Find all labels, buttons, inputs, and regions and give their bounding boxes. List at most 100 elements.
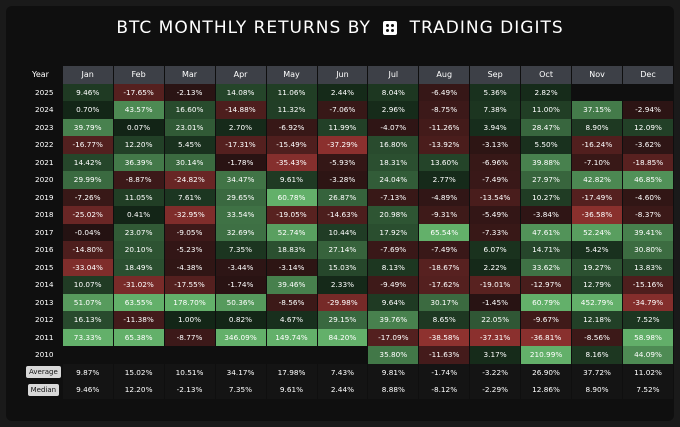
year-cell: 2013 bbox=[35, 297, 54, 307]
return-cell: 5.45% bbox=[164, 136, 216, 154]
stat-label: Median bbox=[27, 383, 60, 396]
table-body: 2025 9.46% -17.65% -2.13% 14.08% 11.06% 2.44% 8… bbox=[24, 83, 674, 399]
return-cell: -8.75% bbox=[418, 101, 471, 119]
year-cell: 2011 bbox=[35, 332, 54, 342]
return-cell: 18.83% bbox=[266, 241, 318, 259]
year-cell: 2010 bbox=[35, 350, 54, 360]
return-cell: 44.09% bbox=[622, 346, 674, 364]
return-cell: -36.58% bbox=[571, 206, 624, 224]
month-header-jan: Jan bbox=[62, 66, 114, 84]
return-cell: 52.24% bbox=[571, 223, 624, 241]
return-cell: 37.15% bbox=[571, 101, 624, 119]
return-cell: 18.49% bbox=[113, 258, 165, 276]
return-cell: 346.09% bbox=[215, 328, 267, 346]
return-cell: -9.05% bbox=[164, 223, 216, 241]
year-cell: 2020 bbox=[35, 175, 54, 185]
table-row: 2022 -16.77% 12.20% 5.45% -17.31% -15.49% -37.… bbox=[24, 136, 674, 154]
return-cell: -3.84% bbox=[520, 206, 573, 224]
return-cell: -3.44% bbox=[215, 258, 267, 276]
return-cell: 9.61% bbox=[266, 171, 318, 189]
return-cell: -3.13% bbox=[469, 136, 522, 154]
year-column-header: Year bbox=[32, 70, 49, 80]
return-cell: 16.13% bbox=[62, 311, 114, 329]
return-cell: 23.07% bbox=[113, 223, 165, 241]
return-cell: 19.27% bbox=[571, 258, 624, 276]
return-cell: 14.08% bbox=[215, 83, 267, 101]
stat-cell: -3.22% bbox=[469, 363, 522, 381]
stat-cell: 7.35% bbox=[215, 381, 267, 399]
return-cell: -29.98% bbox=[317, 293, 369, 311]
return-cell: 3.94% bbox=[469, 118, 522, 136]
return-cell: 2.33% bbox=[317, 276, 369, 294]
return-cell: 23.01% bbox=[164, 118, 216, 136]
stat-cell: 8.90% bbox=[571, 381, 624, 399]
stat-cell: 17.98% bbox=[266, 363, 318, 381]
return-cell: 30.17% bbox=[418, 293, 471, 311]
return-cell: 73.33% bbox=[62, 328, 114, 346]
month-header-dec: Dec bbox=[622, 66, 674, 84]
month-header-jul: Jul bbox=[367, 66, 420, 84]
return-cell: -31.02% bbox=[113, 276, 165, 294]
table-row: 2021 14.42% 36.39% 30.14% -1.78% -35.43% -5.93… bbox=[24, 153, 674, 171]
return-cell: 58.98% bbox=[622, 328, 674, 346]
header-row: Year Jan Feb Mar Apr May Jun Jul Aug Sep… bbox=[24, 66, 674, 84]
return-cell bbox=[317, 346, 369, 364]
return-cell: -3.62% bbox=[622, 136, 674, 154]
return-cell: 51.07% bbox=[62, 293, 114, 311]
dice-logo-icon bbox=[383, 21, 398, 35]
return-cell: -8.37% bbox=[622, 206, 674, 224]
return-cell bbox=[622, 83, 674, 101]
return-cell bbox=[571, 83, 624, 101]
return-cell: -1.78% bbox=[215, 153, 267, 171]
return-cell: 14.42% bbox=[62, 153, 114, 171]
return-cell: 9.46% bbox=[62, 83, 114, 101]
return-cell: -7.69% bbox=[367, 241, 420, 259]
return-cell: 33.54% bbox=[215, 206, 267, 224]
year-cell: 2024 bbox=[35, 105, 54, 115]
table-row: 2018 -25.02% 0.41% -32.95% 33.54% -19.05% -14.… bbox=[24, 206, 674, 224]
return-cell: -2.13% bbox=[164, 83, 216, 101]
return-cell: -18.67% bbox=[418, 258, 471, 276]
stat-cell: 26.90% bbox=[520, 363, 573, 381]
return-cell: -16.24% bbox=[571, 136, 624, 154]
return-cell: 24.04% bbox=[367, 171, 420, 189]
return-cell: 30.14% bbox=[164, 153, 216, 171]
return-cell: -17.62% bbox=[418, 276, 471, 294]
return-cell: -38.58% bbox=[418, 328, 471, 346]
return-cell: -4.38% bbox=[164, 258, 216, 276]
return-cell: 5.42% bbox=[571, 241, 624, 259]
return-cell: 7.38% bbox=[469, 101, 522, 119]
return-cell: 12.18% bbox=[571, 311, 624, 329]
table-row: 2019 -7.26% 11.05% 7.61% 29.65% 60.78% 26.87% -… bbox=[24, 188, 674, 206]
table-row: 2016 -14.80% 20.10% -5.23% 7.35% 18.83% 27.14%… bbox=[24, 241, 674, 259]
return-cell: -8.56% bbox=[571, 328, 624, 346]
stat-cell: 12.20% bbox=[113, 381, 165, 399]
return-cell: 0.70% bbox=[62, 101, 114, 119]
return-cell: -16.77% bbox=[62, 136, 114, 154]
year-cell: 2017 bbox=[35, 227, 54, 237]
return-cell: 50.36% bbox=[215, 293, 267, 311]
stat-label: Average bbox=[26, 366, 61, 379]
return-cell: 47.61% bbox=[520, 223, 573, 241]
table-row: 2013 51.07% 63.55% 178.70% 50.36% -8.56% -29.9… bbox=[24, 293, 674, 311]
return-cell: 16.80% bbox=[367, 136, 420, 154]
return-cell: 33.62% bbox=[520, 258, 573, 276]
return-cell: 36.39% bbox=[113, 153, 165, 171]
return-cell: -7.33% bbox=[469, 223, 522, 241]
return-cell: 11.99% bbox=[317, 118, 369, 136]
stat-cell: 9.61% bbox=[266, 381, 318, 399]
return-cell: -34.79% bbox=[622, 293, 674, 311]
stat-cell: -8.12% bbox=[418, 381, 471, 399]
return-cell: 65.38% bbox=[113, 328, 165, 346]
table-row: 2020 29.99% -8.87% -24.82% 34.47% 9.61% -3.28%… bbox=[24, 171, 674, 189]
return-cell: 16.60% bbox=[164, 101, 216, 119]
return-cell: -15.16% bbox=[622, 276, 674, 294]
return-cell: -8.56% bbox=[266, 293, 318, 311]
return-cell: 22.05% bbox=[469, 311, 522, 329]
return-cell: -9.67% bbox=[520, 311, 573, 329]
return-cell: 27.97% bbox=[520, 171, 573, 189]
return-cell: 39.88% bbox=[520, 153, 573, 171]
brand-name: TRADING DIGITS bbox=[409, 18, 564, 38]
return-cell: 7.52% bbox=[622, 311, 674, 329]
return-cell: 3.17% bbox=[469, 346, 522, 364]
